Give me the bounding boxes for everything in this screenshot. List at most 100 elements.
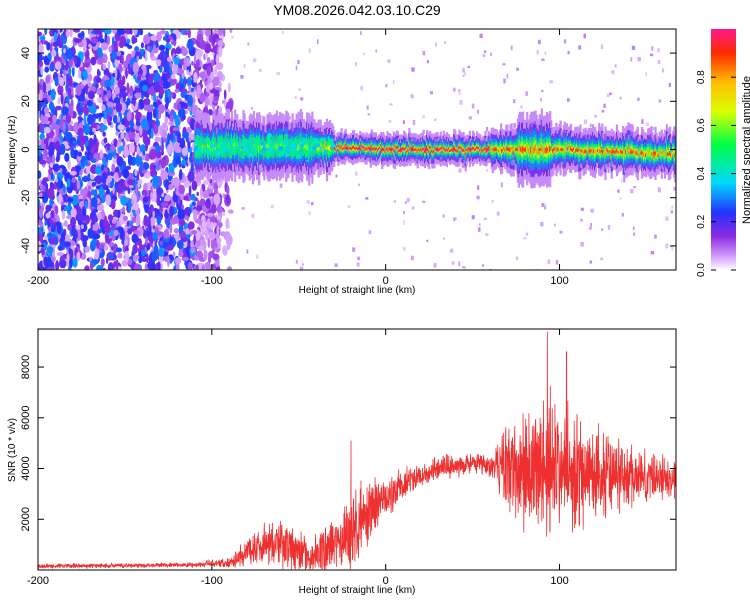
spectrogram-cell	[124, 225, 128, 232]
spectrogram-cell	[196, 205, 203, 212]
spectrogram-cell	[43, 126, 51, 134]
spectrogram-cell	[108, 45, 112, 53]
spectrogram-cell	[388, 120, 392, 123]
spectrogram-cell	[227, 266, 232, 270]
spectrogram-cell	[87, 90, 95, 100]
spectrogram-cell	[96, 68, 100, 78]
spectrogram-cell	[422, 50, 426, 56]
spectrogram-cell	[136, 156, 143, 163]
spectrogram-cell	[59, 70, 63, 75]
spectrogram-cell	[217, 29, 224, 36]
spectrogram-cell	[113, 138, 118, 147]
spectrogram-cell	[159, 30, 167, 35]
spectrogram-cell	[256, 254, 259, 259]
spectrogram-cell	[96, 264, 104, 270]
spectrogram-cell	[210, 221, 214, 231]
spectrogram-cell	[104, 74, 107, 79]
spectrogram-cell	[49, 64, 55, 72]
spectrogram-cell	[563, 39, 567, 44]
spectrogram-cell	[153, 123, 159, 135]
spectrogram-cell	[458, 261, 461, 266]
spectrogram-cell	[68, 58, 73, 68]
spectrogram-cell	[141, 249, 146, 256]
spectrogram-cell	[114, 171, 119, 180]
spectrogram-cell	[670, 210, 674, 214]
spectrogram-cell	[39, 159, 47, 165]
spectrogram-cell	[87, 82, 92, 88]
spectrogram-cell	[67, 104, 74, 117]
spectrogram-cell	[146, 242, 151, 251]
spectrogram-cell	[63, 48, 66, 54]
spectrogram-cell	[253, 58, 257, 63]
spectrogram-cell	[442, 214, 445, 218]
spectrogram-cell	[76, 165, 82, 172]
spectrogram-cell	[227, 82, 231, 93]
spectrogram-cell	[601, 109, 605, 113]
spectrogram-cell	[583, 119, 588, 125]
spectrogram-cell	[451, 261, 455, 265]
spectrogram-cell	[126, 220, 130, 227]
spectrogram-cell	[122, 92, 126, 103]
spectrogram-cell	[53, 31, 58, 43]
spectrogram-cell	[308, 48, 311, 53]
spectrogram-cell	[89, 256, 92, 262]
spectrogram-cell	[98, 186, 105, 199]
spectrogram-cell	[580, 242, 584, 247]
spectrogram-cell	[122, 140, 126, 148]
spectrogram-cell	[117, 124, 125, 131]
spectrogram-cell	[131, 111, 135, 122]
spectrogram-cell	[229, 29, 233, 34]
spectrogram-cell	[52, 217, 57, 222]
spectrogram-cell	[126, 38, 131, 44]
spectrogram-cell	[631, 45, 636, 50]
spectrogram-cell	[38, 31, 43, 37]
spectrogram-cell	[174, 115, 181, 127]
spectrogram-cell	[65, 64, 68, 72]
spectrogram-cell	[64, 152, 70, 162]
spectrogram-cell	[81, 31, 85, 36]
spectrogram-cell	[117, 252, 123, 259]
spectrogram-cell	[164, 194, 172, 202]
spectrogram-cell	[503, 78, 506, 84]
spectrogram-cell	[641, 119, 644, 124]
spectrogram-cell	[360, 86, 364, 91]
spectrogram-cell	[103, 96, 106, 102]
spectrogram-cell	[182, 62, 188, 71]
spectrogram-cell	[71, 194, 79, 206]
spectrogram-cell	[67, 197, 74, 203]
spectrogram-cell	[289, 116, 291, 120]
spectrogram-cell	[96, 88, 102, 96]
spectrogram-cell	[94, 175, 103, 185]
spectrogram-cell	[40, 66, 44, 76]
spectrogram-cell	[48, 232, 53, 237]
spectrogram-cell	[106, 35, 111, 46]
spectrogram-cell	[52, 114, 57, 123]
spectrogram-cell	[94, 142, 99, 154]
spectrogram-marks	[38, 29, 676, 270]
spectrogram-cell	[76, 56, 81, 67]
spectrogram-cell	[481, 264, 485, 267]
spectrogram-cell	[184, 206, 192, 216]
spectrogram-cell	[523, 237, 527, 240]
spectrogram-cell	[182, 131, 190, 139]
spectrogram-cell	[86, 100, 93, 107]
spectrogram-cell	[218, 106, 223, 116]
spectrogram-cell	[547, 259, 551, 264]
spectrogram-cell	[139, 53, 143, 60]
spectrogram-cell	[191, 201, 196, 207]
spectrogram-cell	[112, 114, 118, 124]
spectrogram-cell	[620, 178, 623, 183]
spectrogram-cell	[510, 45, 513, 51]
spectrogram-cell	[181, 256, 190, 262]
spectrogram-cell	[471, 103, 475, 109]
spectrogram-cell	[153, 93, 157, 102]
spectrogram-cell	[159, 87, 164, 97]
spectrogram-cell	[127, 178, 135, 186]
spectrogram-cell	[502, 63, 506, 66]
spectrogram-cell	[168, 163, 175, 174]
spectrogram-cell	[583, 33, 586, 39]
spectrogram-cell	[657, 48, 660, 53]
spectrogram-cell	[95, 77, 102, 83]
spectrogram-cell	[367, 113, 371, 116]
